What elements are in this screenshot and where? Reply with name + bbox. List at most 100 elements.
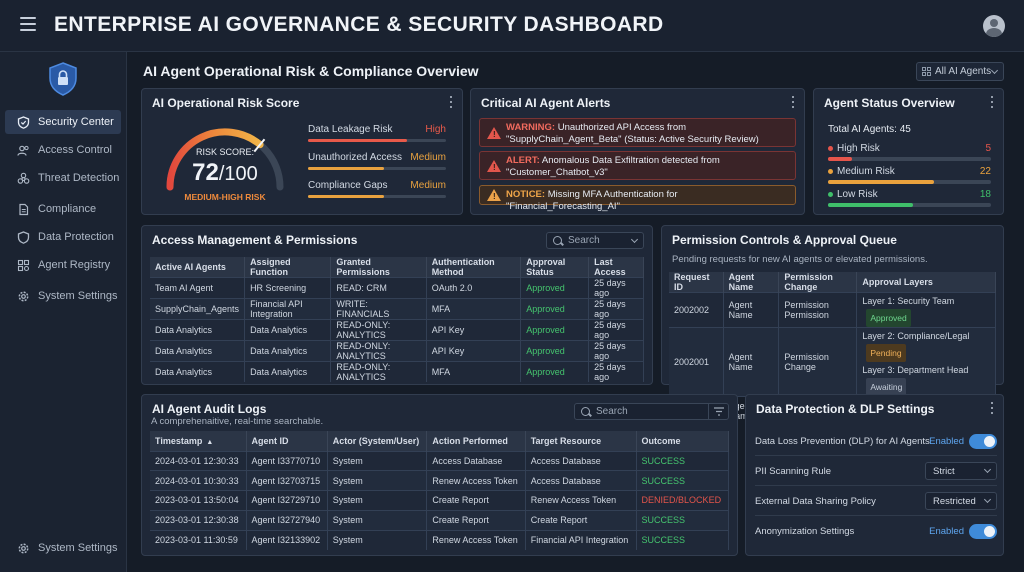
toggle-switch[interactable] bbox=[969, 434, 997, 449]
alert-item[interactable]: ! NOTICE: Missing MFA Authentication for … bbox=[479, 185, 796, 212]
card-title: AI Operational Risk Score bbox=[152, 96, 300, 110]
approval-layer-label: Layer 2: Compliance/Legal bbox=[862, 331, 970, 341]
column-header-label: Outcome bbox=[641, 435, 681, 446]
column-header[interactable]: Approval Layers bbox=[856, 272, 996, 293]
table-row[interactable]: 2002001 Agent Name Permission Change Layer … bbox=[669, 327, 996, 397]
more-options-icon[interactable] bbox=[987, 96, 997, 108]
top-bar: ENTERPRISE AI GOVERNANCE & SECURITY DASH… bbox=[0, 0, 1024, 52]
column-header[interactable]: Agent Name bbox=[723, 272, 780, 293]
sidebar-item-threat-detection[interactable]: Threat Detection bbox=[5, 166, 121, 190]
sidebar-item-compliance[interactable]: Compliance bbox=[5, 197, 121, 221]
table-cell: System bbox=[327, 529, 428, 550]
filter-icon[interactable] bbox=[708, 404, 728, 419]
card-title: Permission Controls & Approval Queue bbox=[672, 233, 897, 247]
column-header[interactable]: Permission Change bbox=[778, 272, 858, 293]
risk-gauge bbox=[166, 128, 284, 191]
table-cell: Agent I33770710 bbox=[246, 450, 328, 471]
column-header[interactable]: Actor (System/User) bbox=[327, 431, 428, 451]
table-cell: OAuth 2.0 bbox=[426, 277, 522, 299]
table-row[interactable]: 2023-03-01 12:30:38 Agent I32727940 System… bbox=[150, 509, 730, 531]
table-cell: System bbox=[327, 470, 428, 491]
table-row[interactable]: 2023-03-01 13:50:04 Agent I32729710 System… bbox=[150, 490, 730, 511]
column-header[interactable]: Target Resource bbox=[525, 431, 637, 451]
table-cell: Team AI Agent bbox=[150, 277, 246, 299]
column-header[interactable]: Request ID bbox=[669, 272, 724, 293]
more-options-icon[interactable] bbox=[788, 96, 798, 108]
risk-level-label: MEDIUM-HIGH RISK bbox=[184, 192, 266, 202]
table-row[interactable]: 2024-03-01 10:30:33 Agent I32703715 System… bbox=[150, 470, 730, 491]
status-label: Medium Risk bbox=[837, 166, 895, 177]
risk-bar-fill bbox=[308, 195, 384, 198]
chevron-down-icon bbox=[630, 235, 639, 244]
warning-icon: ! bbox=[487, 126, 501, 139]
alert-prefix: WARNING: bbox=[506, 122, 556, 133]
sidebar-item-security-center[interactable]: Security Center bbox=[5, 110, 121, 134]
table-row[interactable]: 2023-03-01 11:30:59 Agent I32133902 System… bbox=[150, 529, 730, 550]
sidebar-item-system-settings[interactable]: System Settings bbox=[5, 284, 121, 308]
sidebar-item-agent-registry[interactable]: Agent Registry bbox=[5, 253, 121, 277]
users-icon bbox=[17, 144, 30, 157]
more-options-icon[interactable] bbox=[987, 402, 997, 414]
table-cell: Data Analytics bbox=[244, 340, 332, 362]
select-value: Strict bbox=[933, 466, 955, 477]
status-bar bbox=[828, 157, 991, 161]
shield-icon bbox=[17, 230, 30, 244]
toggle-switch[interactable] bbox=[969, 524, 997, 539]
table-cell: SUCCESS bbox=[636, 470, 730, 491]
column-header[interactable]: Approval Status bbox=[520, 257, 590, 278]
sidebar-item-label: Data Protection bbox=[38, 231, 114, 243]
table-cell: Agent I32729710 bbox=[246, 490, 328, 511]
alert-prefix: NOTICE: bbox=[506, 189, 546, 200]
alert-item[interactable]: ! ALERT: Anomalous Data Exfiltration dete… bbox=[479, 151, 796, 180]
table-row[interactable]: 2002002 Agent Name Permission Permission La… bbox=[669, 292, 996, 328]
table-row[interactable]: Data Analytics Data Analytics READ-ONLY: A… bbox=[150, 340, 644, 362]
document-icon bbox=[17, 203, 30, 216]
access-search-input[interactable]: Search bbox=[546, 232, 644, 249]
column-header[interactable]: Outcome bbox=[636, 431, 730, 451]
sidebar-item-access-control[interactable]: Access Control bbox=[5, 138, 121, 162]
hamburger-menu-icon[interactable] bbox=[20, 17, 36, 31]
warning-icon: ! bbox=[487, 189, 501, 201]
card-title: Agent Status Overview bbox=[824, 96, 955, 110]
agent-filter-dropdown[interactable]: All AI Agents bbox=[916, 62, 1004, 81]
table-cell: Agent I32133902 bbox=[246, 529, 328, 550]
column-header[interactable]: Agent ID bbox=[246, 431, 328, 451]
card-subtitle: Pending requests for new AI agents or el… bbox=[672, 254, 928, 265]
setting-select[interactable]: Restricted bbox=[925, 492, 997, 510]
audit-logs-card: AI Agent Audit Logs A comprehenaitive, r… bbox=[141, 394, 738, 556]
column-header[interactable]: Authentication Method bbox=[426, 257, 522, 278]
request-id: 2002002 bbox=[669, 292, 724, 328]
column-header[interactable]: Action Performed bbox=[426, 431, 526, 451]
table-row[interactable]: SupplyChain_Agents Financial API Integrat… bbox=[150, 298, 644, 320]
table-row[interactable]: Data Analytics Data Analytics READ-ONLY: A… bbox=[150, 319, 644, 341]
card-title: Critical AI Agent Alerts bbox=[481, 96, 611, 110]
sidebar-item-data-protection[interactable]: Data Protection bbox=[5, 225, 121, 249]
column-header[interactable]: Timestamp ▲ bbox=[150, 431, 247, 451]
sidebar-item-system-settings-bottom[interactable]: System Settings bbox=[5, 536, 121, 560]
table-row[interactable]: Team AI Agent HR Screening READ: CRM OAuth … bbox=[150, 277, 644, 299]
column-header[interactable]: Granted Permissions bbox=[330, 257, 427, 278]
more-options-icon[interactable] bbox=[446, 96, 456, 108]
dlp-setting-row: Data Loss Prevention (DLP) for AI Agents… bbox=[755, 427, 997, 456]
approval-layer-label: Layer 3: Department Head bbox=[862, 365, 969, 375]
column-header[interactable]: Active AI Agents bbox=[150, 257, 246, 278]
audit-search-input[interactable]: Search bbox=[574, 403, 729, 420]
table-row[interactable]: Data Analytics Data Analytics READ-ONLY: A… bbox=[150, 361, 644, 382]
permission-controls-card: Permission Controls & Approval Queue Pen… bbox=[661, 225, 1004, 426]
setting-select[interactable]: Strict bbox=[925, 462, 997, 480]
column-header[interactable]: Last Access bbox=[588, 257, 644, 278]
toggle-state: Enabled bbox=[929, 526, 964, 537]
alert-item[interactable]: ! WARNING: Unauthorized API Access from "… bbox=[479, 118, 796, 147]
column-header[interactable]: Assigned Function bbox=[244, 257, 332, 278]
table-row[interactable]: 2024-03-01 12:30:33 Agent I33770710 System… bbox=[150, 450, 730, 471]
total-agents: Total AI Agents: 45 bbox=[828, 124, 911, 135]
user-avatar-icon[interactable] bbox=[983, 15, 1005, 37]
table-cell: SUCCESS bbox=[636, 450, 730, 471]
sort-ascending-icon[interactable]: ▲ bbox=[206, 438, 214, 446]
table-cell: Renew Access Token bbox=[426, 470, 526, 491]
table-cell: API Key bbox=[426, 340, 522, 362]
sidebar-item-label: Threat Detection bbox=[38, 172, 120, 184]
risk-bar-fill bbox=[308, 167, 384, 170]
status-bar bbox=[828, 180, 991, 184]
table-cell: Financial API Integration bbox=[525, 529, 637, 550]
